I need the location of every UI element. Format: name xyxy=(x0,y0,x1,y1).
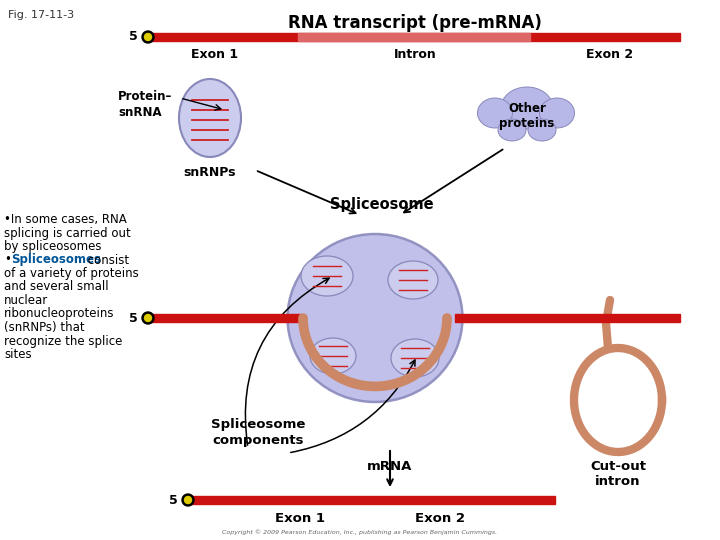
Text: Fig. 17-11-3: Fig. 17-11-3 xyxy=(8,10,74,20)
Text: Spliceosomes: Spliceosomes xyxy=(11,253,101,267)
Text: 5: 5 xyxy=(130,312,138,325)
Text: by spliceosomes: by spliceosomes xyxy=(4,240,102,253)
Text: and several small: and several small xyxy=(4,280,109,294)
Text: Other
proteins: Other proteins xyxy=(500,102,554,130)
Bar xyxy=(148,314,300,322)
Text: 5: 5 xyxy=(130,30,138,44)
Text: •: • xyxy=(4,253,11,267)
Bar xyxy=(148,33,680,41)
Text: Protein–
snRNA: Protein– snRNA xyxy=(118,90,172,119)
Circle shape xyxy=(142,31,154,43)
Text: of a variety of proteins: of a variety of proteins xyxy=(4,267,139,280)
Text: splicing is carried out: splicing is carried out xyxy=(4,226,131,240)
Text: Intron: Intron xyxy=(394,48,436,61)
Ellipse shape xyxy=(310,338,356,374)
Text: Spliceosome: Spliceosome xyxy=(330,197,434,212)
Bar xyxy=(188,496,555,504)
Text: Exon 1: Exon 1 xyxy=(192,48,238,61)
Text: (snRNPs) that: (snRNPs) that xyxy=(4,321,85,334)
Text: Cut-out
intron: Cut-out intron xyxy=(590,460,646,488)
Text: Exon 2: Exon 2 xyxy=(415,512,465,525)
Text: consist: consist xyxy=(84,253,129,267)
Bar xyxy=(455,314,680,322)
Bar xyxy=(298,33,530,41)
Circle shape xyxy=(145,33,151,40)
Text: Spliceosome
components: Spliceosome components xyxy=(211,418,305,447)
Ellipse shape xyxy=(287,234,462,402)
Text: ribonucleoproteins: ribonucleoproteins xyxy=(4,307,114,321)
Text: Exon 1: Exon 1 xyxy=(275,512,325,525)
Text: Exon 2: Exon 2 xyxy=(586,48,634,61)
Text: recognize the splice: recognize the splice xyxy=(4,334,122,348)
Ellipse shape xyxy=(498,119,526,141)
Circle shape xyxy=(142,312,154,324)
Ellipse shape xyxy=(528,119,556,141)
Text: nuclear: nuclear xyxy=(4,294,48,307)
Circle shape xyxy=(184,496,192,503)
Ellipse shape xyxy=(477,98,513,128)
Ellipse shape xyxy=(388,261,438,299)
Text: Copyright © 2009 Pearson Education, Inc., publishing as Pearson Benjamin Cumming: Copyright © 2009 Pearson Education, Inc.… xyxy=(222,529,498,535)
Text: mRNA: mRNA xyxy=(367,460,413,473)
Ellipse shape xyxy=(501,87,553,129)
Ellipse shape xyxy=(301,256,353,296)
Circle shape xyxy=(145,314,151,321)
Text: sites: sites xyxy=(4,348,32,361)
Text: RNA transcript (pre-mRNA): RNA transcript (pre-mRNA) xyxy=(288,14,542,32)
Text: snRNPs: snRNPs xyxy=(184,166,236,179)
Ellipse shape xyxy=(179,79,241,157)
Circle shape xyxy=(182,494,194,506)
Text: •In some cases, RNA: •In some cases, RNA xyxy=(4,213,127,226)
Ellipse shape xyxy=(391,339,439,377)
Text: 5: 5 xyxy=(169,494,178,507)
Ellipse shape xyxy=(539,98,575,128)
